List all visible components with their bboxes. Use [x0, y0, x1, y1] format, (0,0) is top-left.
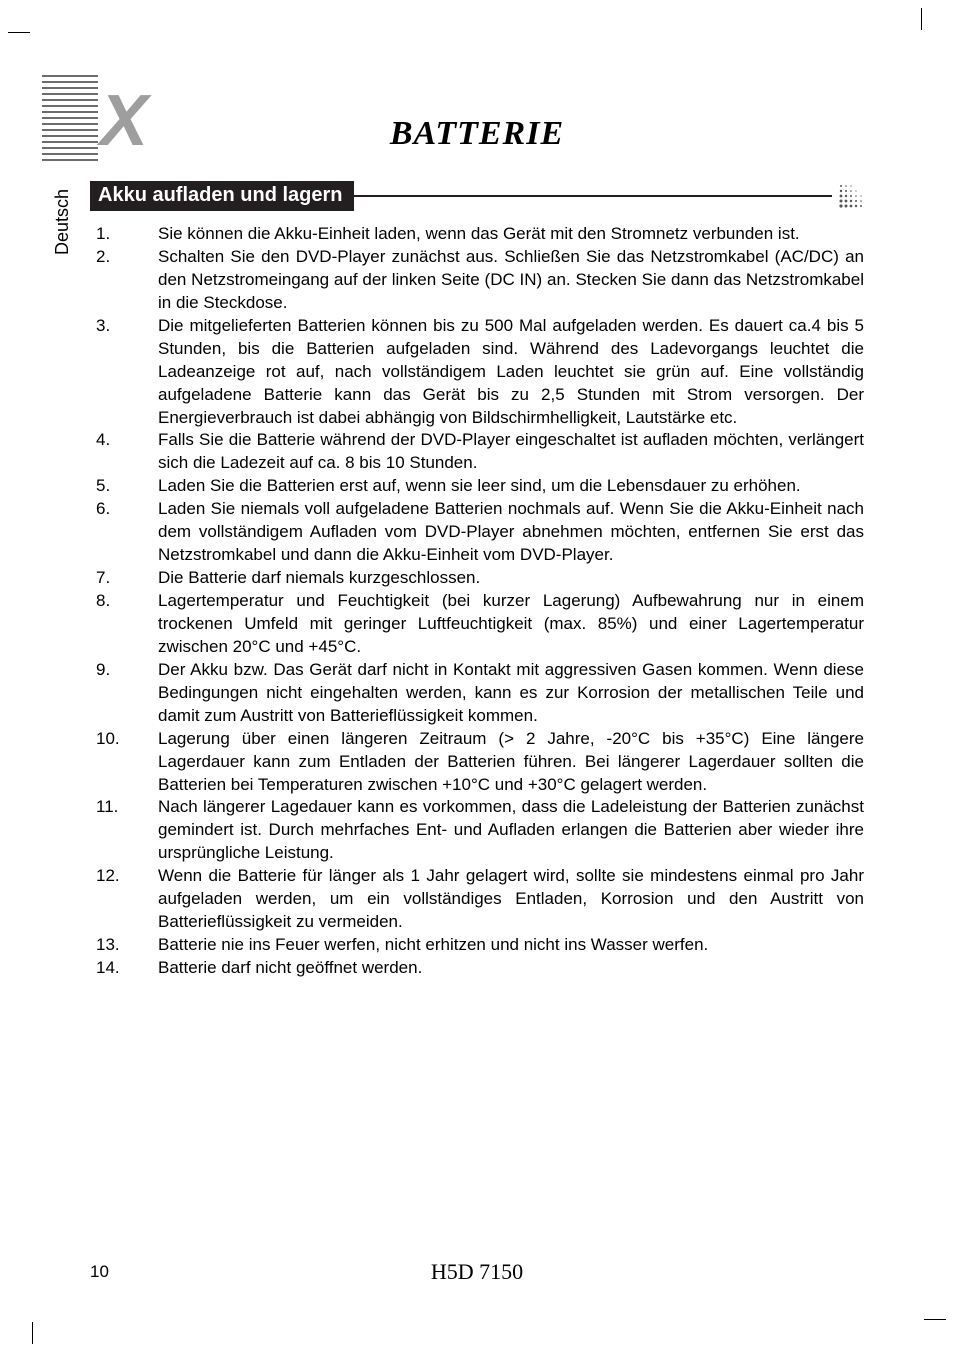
- section-heading-text: Akku aufladen und lagern: [90, 181, 354, 211]
- list-item-number: 7.: [90, 567, 158, 590]
- list-item-text: Lagerung über einen längeren Zeitraum (>…: [158, 728, 864, 797]
- list-item-number: 12.: [90, 865, 158, 934]
- list-item-number: 2.: [90, 246, 158, 315]
- list-item: 11.Nach längerer Lagedauer kann es vorko…: [90, 796, 864, 865]
- list-item-number: 4.: [90, 429, 158, 475]
- numbered-list: 1.Sie können die Akku-Einheit laden, wen…: [90, 223, 864, 980]
- list-item: 1.Sie können die Akku-Einheit laden, wen…: [90, 223, 864, 246]
- list-item: 9.Der Akku bzw. Das Gerät darf nicht in …: [90, 659, 864, 728]
- section-heading-bar: Akku aufladen und lagern: [90, 181, 864, 211]
- list-item-text: Schalten Sie den DVD-Player zunächst aus…: [158, 246, 864, 315]
- list-item: 5.Laden Sie die Batterien erst auf, wenn…: [90, 475, 864, 498]
- list-item-number: 9.: [90, 659, 158, 728]
- list-item-number: 6.: [90, 498, 158, 567]
- logo-lines-icon: [38, 70, 102, 195]
- list-item-number: 11.: [90, 796, 158, 865]
- list-item: 12.Wenn die Batterie für länger als 1 Ja…: [90, 865, 864, 934]
- page-number: 10: [90, 1262, 109, 1282]
- language-tab: Deutsch: [52, 189, 73, 255]
- list-item-text: Der Akku bzw. Das Gerät darf nicht in Ko…: [158, 659, 864, 728]
- list-item-text: Die mitgelieferten Batterien können bis …: [158, 315, 864, 430]
- list-item-text: Die Batterie darf niemals kurzgeschlosse…: [158, 567, 864, 590]
- list-item-text: Nach längerer Lagedauer kann es vorkomme…: [158, 796, 864, 865]
- list-item: 2.Schalten Sie den DVD-Player zunächst a…: [90, 246, 864, 315]
- page-footer: 10 H5D 7150: [90, 1262, 864, 1282]
- list-item-text: Batterie nie ins Feuer werfen, nicht erh…: [158, 934, 864, 957]
- list-item: 6.Laden Sie niemals voll aufgeladene Bat…: [90, 498, 864, 567]
- list-item-number: 14.: [90, 957, 158, 980]
- list-item-text: Lagertemperatur und Feuchtigkeit (bei ku…: [158, 590, 864, 659]
- logo-x-icon: X: [100, 100, 148, 143]
- list-item-number: 10.: [90, 728, 158, 797]
- list-item: 4.Falls Sie die Batterie während der DVD…: [90, 429, 864, 475]
- list-item-text: Wenn die Batterie für länger als 1 Jahr …: [158, 865, 864, 934]
- list-item: 13.Batterie nie ins Feuer werfen, nicht …: [90, 934, 864, 957]
- list-item-text: Sie können die Akku-Einheit laden, wenn …: [158, 223, 864, 246]
- list-item-number: 5.: [90, 475, 158, 498]
- list-item: 3.Die mitgelieferten Batterien können bi…: [90, 315, 864, 430]
- list-item-number: 8.: [90, 590, 158, 659]
- section-heading-rule: [354, 195, 832, 197]
- list-item: 10.Lagerung über einen längeren Zeitraum…: [90, 728, 864, 797]
- list-item: 14.Batterie darf nicht geöffnet werden.: [90, 957, 864, 980]
- list-item-text: Laden Sie die Batterien erst auf, wenn s…: [158, 475, 864, 498]
- list-item-text: Laden Sie niemals voll aufgeladene Batte…: [158, 498, 864, 567]
- list-item-number: 3.: [90, 315, 158, 430]
- page-title: BATTERIE: [90, 115, 864, 153]
- list-item-number: 1.: [90, 223, 158, 246]
- list-item-text: Batterie darf nicht geöffnet werden.: [158, 957, 864, 980]
- list-item: 7.Die Batterie darf niemals kurzgeschlos…: [90, 567, 864, 590]
- model-label: H5D 7150: [431, 1259, 523, 1285]
- crop-mark: [921, 8, 922, 30]
- crop-mark: [32, 1322, 33, 1344]
- list-item: 8.Lagertemperatur und Feuchtigkeit (bei …: [90, 590, 864, 659]
- crop-mark: [924, 1319, 946, 1320]
- list-item-number: 13.: [90, 934, 158, 957]
- list-item-text: Falls Sie die Batterie während der DVD-P…: [158, 429, 864, 475]
- page-container: X Deutsch BATTERIE Akku aufladen und lag…: [0, 0, 954, 1352]
- crop-mark: [8, 32, 30, 33]
- halftone-icon: [838, 183, 864, 209]
